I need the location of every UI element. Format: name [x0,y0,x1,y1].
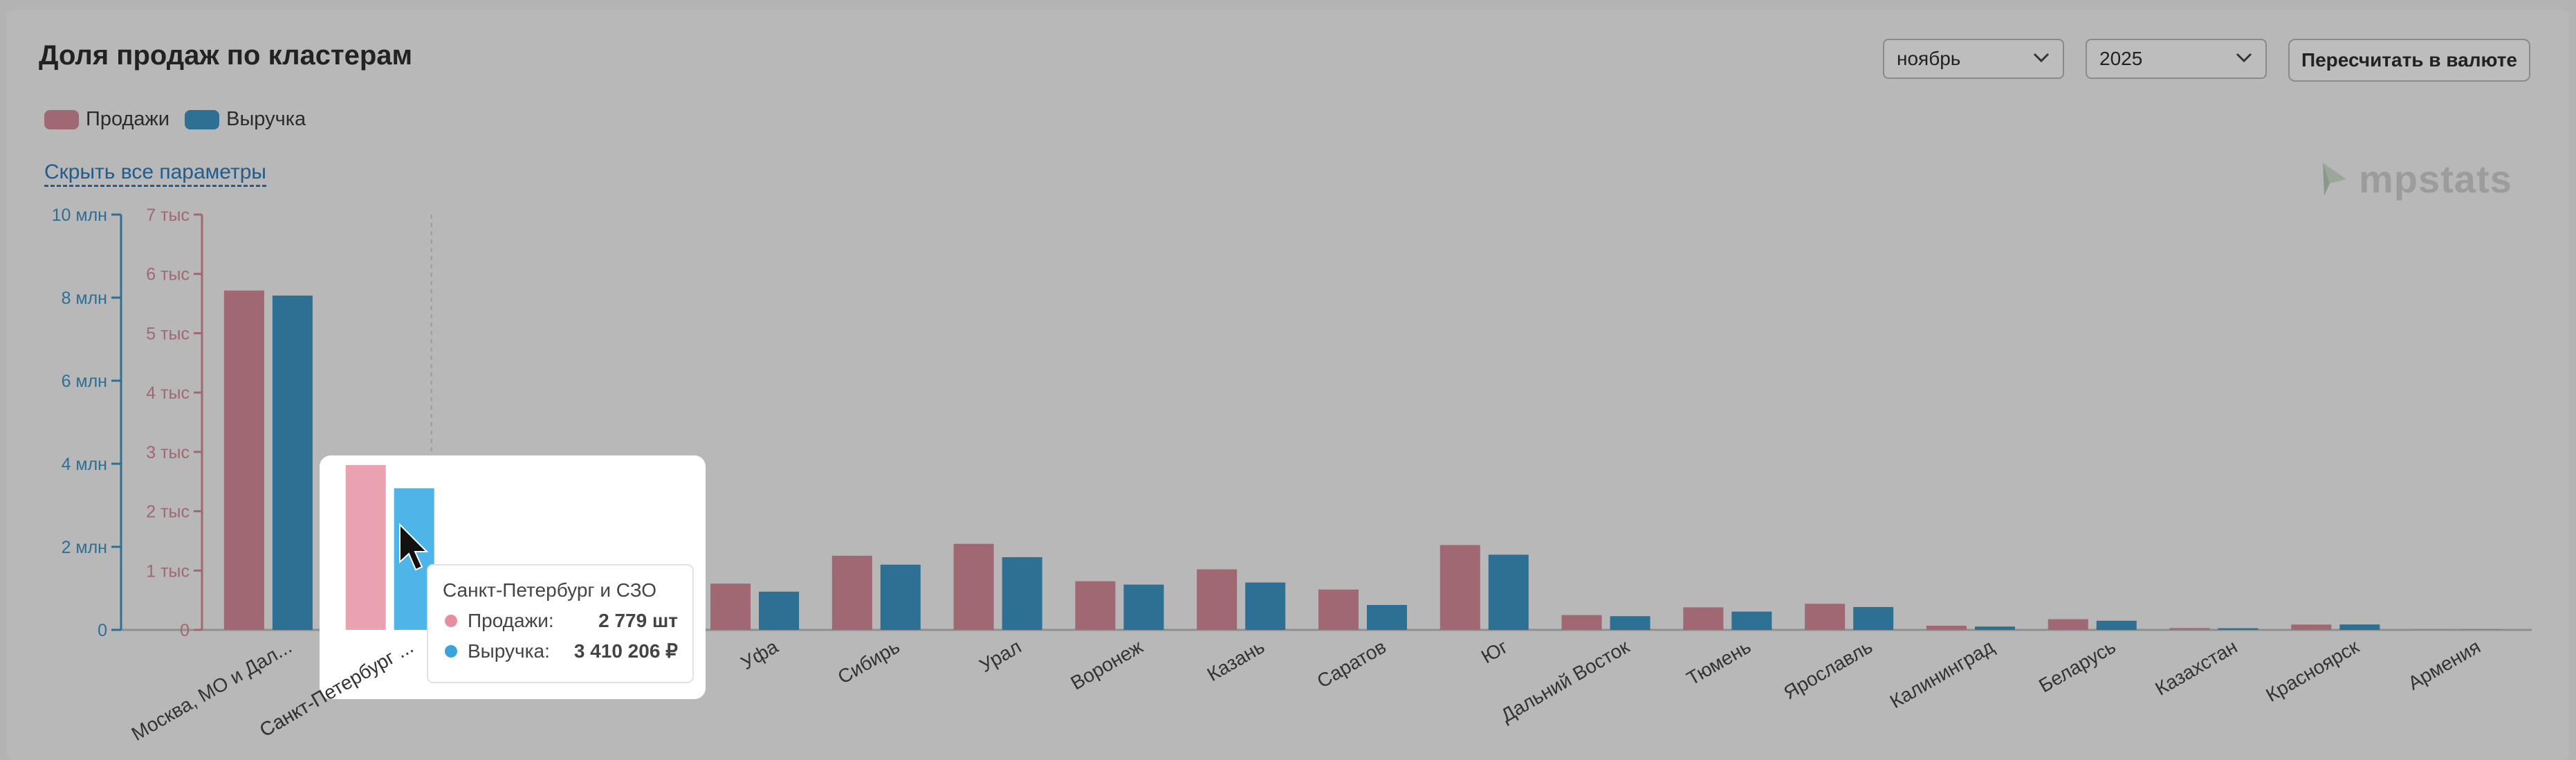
mpstats-logo: mpstats [2319,156,2512,201]
bar-revenue[interactable] [2218,628,2258,630]
sales-axis-tick-label: 5 тыс [146,324,190,343]
x-tick-label: Ярославль [1780,635,1876,703]
x-tick-label: Тюмень [1683,635,1754,689]
bar-sales[interactable] [953,543,994,630]
bar-revenue[interactable] [1002,557,1042,630]
revenue-axis-tick-label: 4 млн [62,455,107,474]
x-tick-label: Дальний Восток [1497,635,1633,727]
bar-sales[interactable] [1561,615,1602,630]
tooltip-row-label: Продажи: [468,610,554,631]
hide-params-link[interactable]: Скрыть все параметры [44,161,266,187]
x-tick-label: Урал [976,635,1025,676]
sales-axis-tick-label: 3 тыс [146,443,190,462]
page-title: Доля продаж по кластерам [39,40,413,71]
bar-revenue[interactable] [1853,607,1894,630]
sales-axis-tick-label: 7 тыс [146,206,190,225]
bar-sales[interactable] [1318,589,1359,630]
bar-sales[interactable] [1683,607,1724,630]
tooltip-row-value: 3 410 206 ₽ [574,640,678,662]
bar-sales[interactable] [1439,545,1480,630]
logo-text: mpstats [2359,157,2512,201]
bar-revenue[interactable] [880,564,921,630]
bar-sales[interactable] [1075,581,1116,630]
revenue-axis-tick-label: 2 млн [62,538,107,557]
x-tick-label: Воронеж [1067,635,1146,694]
x-tick-label: Сибирь [834,635,903,688]
x-tick-label: Армения [2404,635,2484,694]
bar-sales[interactable] [2169,628,2210,630]
bar-sales[interactable] [710,583,751,630]
x-tick-label: Уфа [737,635,782,673]
legend-label-sales: Продажи [86,108,170,130]
bar-revenue[interactable] [759,591,800,630]
bar-sales-hover[interactable] [345,464,386,630]
bar-sales[interactable] [2291,624,2332,630]
bar-sales[interactable] [1805,604,1846,630]
chevron-down-icon [2032,52,2050,66]
bar-sales[interactable] [223,290,264,630]
sales-axis-tick-label: 2 тыс [146,503,190,522]
legend-label-revenue: Выручка [226,108,306,130]
chevron-down-icon [2235,52,2253,66]
bar-revenue[interactable] [1974,626,2015,630]
bar-sales[interactable] [831,555,872,630]
tooltip-box [427,564,694,683]
recalc-currency-button[interactable]: Пересчитать в валюте [2288,39,2530,82]
legend-item-revenue[interactable]: Выручка [185,108,306,131]
sales-axis-tick-label: 6 тыс [146,265,190,284]
bar-sales[interactable] [2048,619,2088,630]
bar-sales[interactable] [1197,569,1238,630]
mpstats-logo-icon [2323,162,2346,196]
x-tick-label: Калининград [1886,635,1998,712]
bar-revenue[interactable] [1123,584,1164,630]
bar-sales[interactable] [1926,626,1967,630]
revenue-axis-tick-label: 6 млн [62,372,107,391]
x-tick-label: Юг [1478,635,1511,667]
legend-swatch-sales [44,109,79,129]
chart-legend: Продажи Выручка [44,108,321,131]
x-tick-label: Саратов [1314,635,1390,692]
bar-revenue[interactable] [2096,620,2137,630]
month-select-value: ноябрь [1897,48,1961,69]
revenue-axis-tick-label: 10 млн [52,206,107,225]
x-tick-label: Красноярск [2262,635,2363,706]
bar-revenue[interactable] [1610,616,1650,630]
revenue-axis-tick-label: 0 [98,621,107,640]
year-select[interactable]: 2025 [2086,39,2267,79]
month-select[interactable]: ноябрь [1883,39,2064,79]
sales-axis-tick-label: 4 тыс [146,383,190,403]
bar-revenue[interactable] [272,296,313,630]
x-tick-label: Казахстан [2151,635,2241,699]
sales-axis-tick-label: 1 тыс [146,561,190,581]
bar-revenue[interactable] [1488,554,1529,630]
legend-item-sales[interactable]: Продажи [44,108,169,131]
revenue-axis-tick-label: 8 млн [62,289,107,308]
legend-swatch-revenue [185,109,220,129]
bar-revenue[interactable] [1245,582,1286,630]
bar-revenue[interactable] [2339,624,2380,630]
tooltip-row-label: Выручка: [468,640,550,662]
bar-revenue[interactable] [1731,611,1772,630]
tooltip-row-value: 2 779 шт [598,610,678,631]
tooltip-dot [445,615,457,627]
tooltip-dot [445,645,457,658]
bar-revenue[interactable] [1367,605,1407,630]
year-select-value: 2025 [2099,48,2143,69]
x-tick-label: Казань [1204,635,1268,685]
cursor-icon [399,523,429,571]
tooltip-title: Санкт-Петербург и СЗО [443,579,656,601]
x-tick-label: Беларусь [2035,635,2119,696]
sales-axis-tick-label: 0 [180,621,190,640]
